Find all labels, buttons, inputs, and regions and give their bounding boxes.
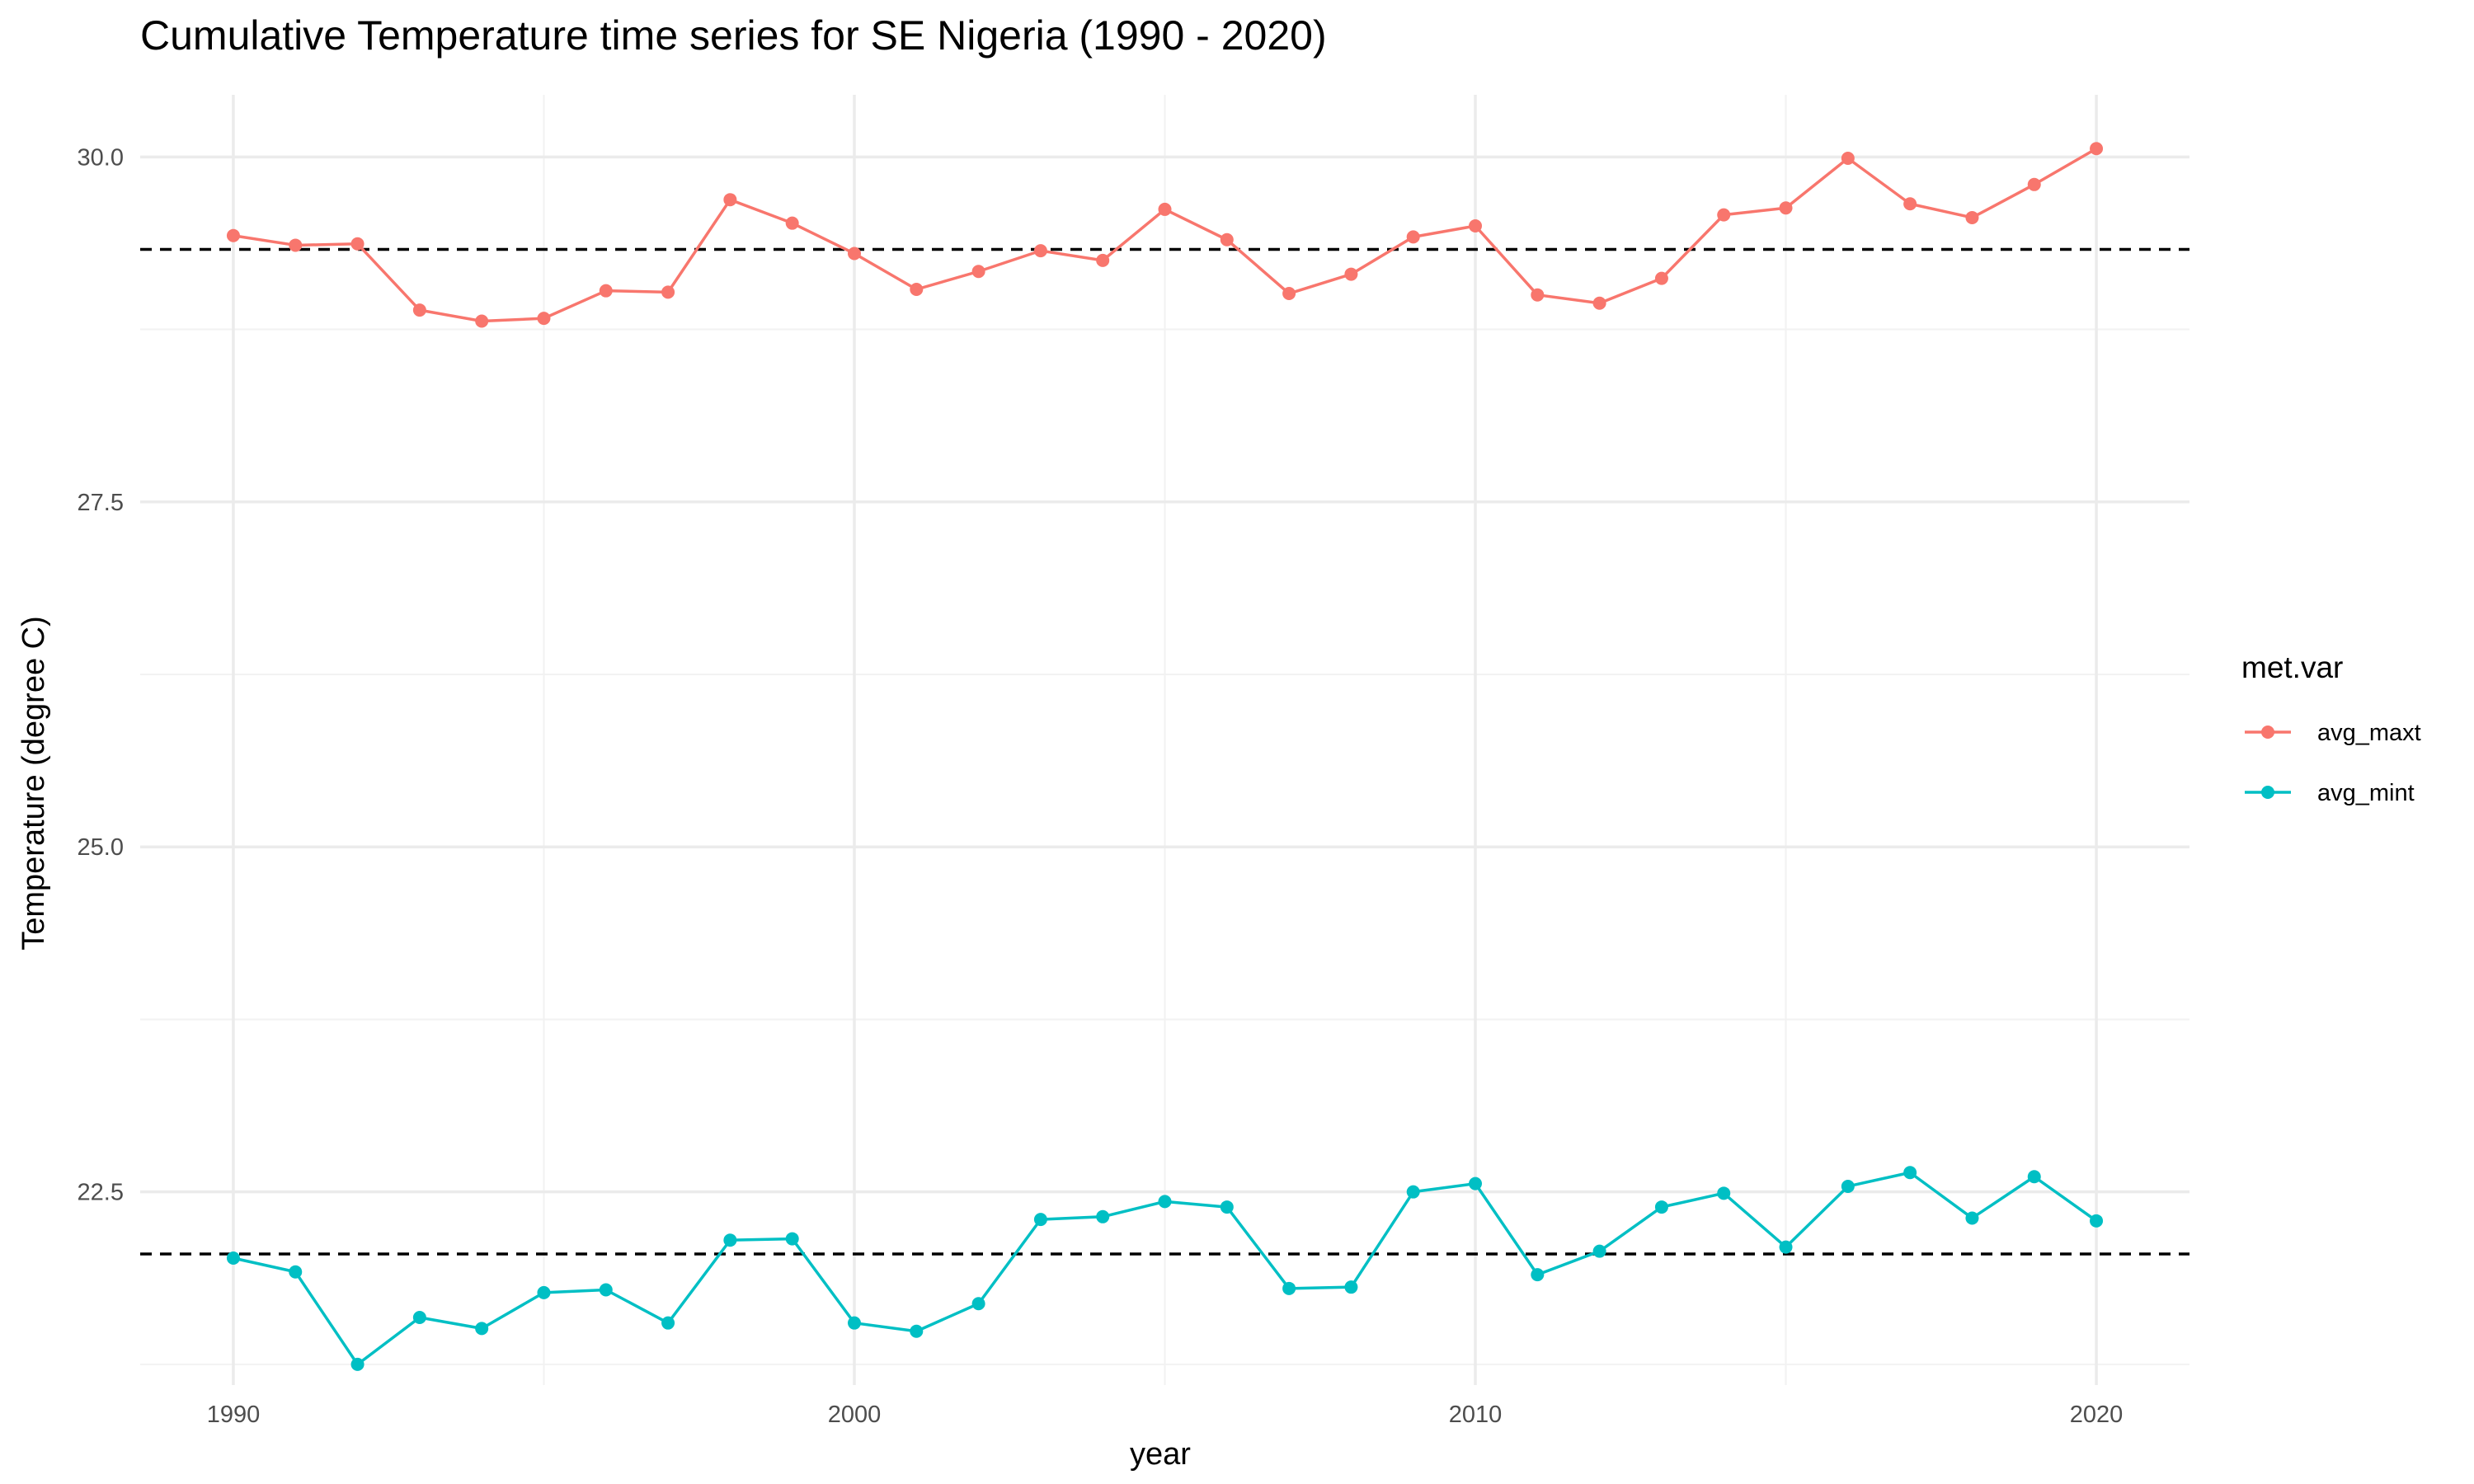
data-point-avg_maxt [1220, 232, 1234, 247]
data-point-avg_mint [350, 1357, 365, 1371]
data-point-avg_maxt [226, 228, 240, 242]
data-point-avg_maxt [1282, 287, 1296, 301]
data-point-avg_mint [910, 1324, 924, 1338]
series-avg_mint [226, 1166, 2104, 1371]
data-point-avg_maxt [475, 314, 489, 328]
data-point-avg_maxt [661, 285, 675, 299]
data-point-avg_maxt [785, 216, 799, 230]
data-point-avg_mint [1965, 1211, 1979, 1225]
x-tick-labels: 1990 2000 2010 2020 [207, 1402, 2124, 1428]
data-point-avg_mint [1220, 1200, 1234, 1214]
x-tick-label: 2000 [828, 1402, 882, 1428]
data-point-avg_maxt [1158, 202, 1172, 216]
legend-key-point [2261, 786, 2274, 799]
data-point-avg_maxt [1779, 201, 1793, 215]
data-point-avg_maxt [412, 303, 426, 317]
data-point-avg_mint [475, 1322, 489, 1336]
x-tick-label: 2010 [1449, 1402, 1503, 1428]
y-tick-labels: 22.5 25.0 27.5 30.0 [78, 144, 124, 1205]
legend-label-avg_maxt: avg_maxt [2317, 720, 2421, 746]
data-point-avg_mint [226, 1252, 240, 1266]
data-point-avg_maxt [1096, 253, 1110, 267]
series-avg_maxt [226, 142, 2104, 328]
y-tick-label: 25.0 [78, 834, 124, 861]
y-axis-title: Temperature (degree C) [16, 616, 51, 951]
data-point-avg_maxt [1903, 197, 1917, 211]
data-point-avg_maxt [1406, 230, 1420, 244]
data-point-avg_maxt [1654, 271, 1668, 285]
data-point-avg_maxt [1033, 244, 1047, 258]
data-point-avg_maxt [910, 283, 924, 297]
data-point-avg_maxt [723, 193, 737, 207]
data-point-avg_mint [1903, 1166, 1917, 1180]
data-point-avg_maxt [1965, 210, 1979, 224]
data-point-avg_maxt [847, 247, 861, 261]
y-tick-label: 27.5 [78, 490, 124, 516]
data-point-avg_mint [1469, 1176, 1483, 1190]
data-point-avg_mint [289, 1265, 303, 1279]
data-point-avg_maxt [2027, 177, 2041, 191]
legend-item-avg_maxt: avg_maxt [2245, 720, 2421, 746]
data-point-avg_maxt [1469, 219, 1483, 233]
legend-item-avg_mint: avg_mint [2245, 780, 2415, 806]
data-point-avg_mint [1592, 1244, 1606, 1258]
data-point-avg_maxt [537, 312, 551, 326]
data-point-avg_mint [1158, 1195, 1172, 1209]
data-point-avg_mint [1096, 1209, 1110, 1223]
data-point-avg_mint [971, 1297, 985, 1311]
x-tick-label: 1990 [207, 1402, 261, 1428]
data-point-avg_mint [2027, 1170, 2041, 1184]
data-point-avg_mint [661, 1316, 675, 1330]
x-axis-title: year [1130, 1437, 1191, 1472]
data-point-avg_mint [847, 1316, 861, 1330]
data-point-avg_mint [1779, 1240, 1793, 1254]
data-point-avg_mint [1717, 1186, 1731, 1200]
data-point-avg_maxt [350, 237, 365, 251]
data-point-avg_maxt [1344, 267, 1358, 281]
chart-title: Cumulative Temperature time series for S… [140, 12, 1327, 59]
data-point-avg_mint [1841, 1179, 1855, 1193]
data-point-avg_mint [1033, 1213, 1047, 1227]
data-point-avg_maxt [1592, 296, 1606, 310]
legend-label-avg_mint: avg_mint [2317, 780, 2415, 806]
data-point-avg_mint [1282, 1281, 1296, 1295]
legend: met.var avg_maxt avg_mint [2241, 650, 2421, 806]
data-point-avg_maxt [1841, 151, 1855, 165]
minor-gridlines [140, 95, 2189, 1385]
data-point-avg_mint [1406, 1185, 1420, 1199]
data-point-avg_mint [1344, 1280, 1358, 1294]
x-tick-label: 2020 [2070, 1402, 2124, 1428]
y-tick-label: 22.5 [78, 1180, 124, 1206]
data-point-avg_maxt [599, 284, 613, 298]
legend-key-point [2261, 726, 2274, 739]
data-point-avg_mint [2090, 1214, 2104, 1228]
data-point-avg_mint [1654, 1200, 1668, 1214]
data-point-avg_maxt [971, 265, 985, 279]
legend-title: met.var [2241, 650, 2343, 684]
data-point-avg_maxt [1717, 208, 1731, 222]
data-point-avg_mint [1531, 1268, 1545, 1282]
mean-reference-lines [140, 247, 2189, 1256]
y-tick-label: 30.0 [78, 144, 124, 171]
data-point-avg_mint [537, 1285, 551, 1299]
data-point-avg_mint [785, 1232, 799, 1246]
data-point-avg_maxt [289, 238, 303, 252]
data-point-avg_maxt [2090, 142, 2104, 156]
data-point-avg_mint [412, 1310, 426, 1324]
data-point-avg_mint [723, 1233, 737, 1247]
series-layer [226, 142, 2104, 1371]
data-point-avg_maxt [1531, 288, 1545, 302]
data-point-avg_mint [599, 1283, 613, 1297]
